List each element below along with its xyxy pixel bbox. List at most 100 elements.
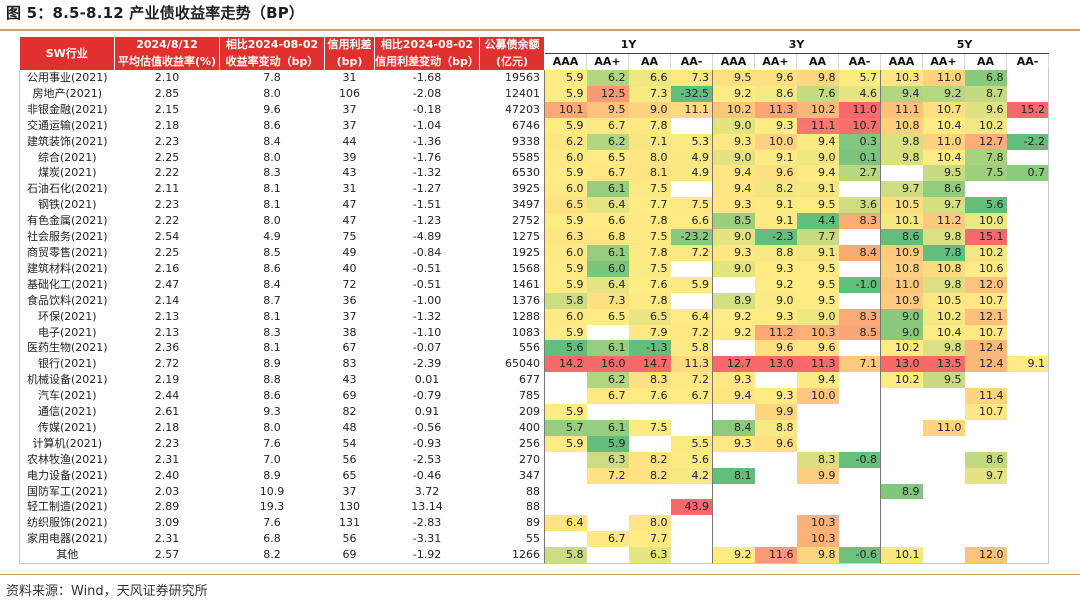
industry-name: 计算机(2021) — [19, 435, 115, 452]
rating-cell: 10.0 — [964, 213, 1007, 230]
table-row: 综合(2021) 2.25 8.0 39 -1.76 5585 6.0 6.5 8.0 4.9 9.… — [19, 149, 1049, 166]
rating-cell — [1006, 181, 1049, 198]
header-rating: AAA — [712, 53, 755, 70]
rating-cell: 6.5 — [586, 149, 629, 166]
rating-cell: 6.6 — [586, 213, 629, 230]
rating-cell: 6.3 — [586, 451, 629, 468]
avg-yield: 2.16 — [154, 261, 180, 275]
header-yield-change: 相比2024-08-02 — [219, 37, 325, 54]
spread-change: -0.07 — [412, 341, 442, 355]
rating-cell: 13.5 — [922, 356, 965, 373]
figure-title: 图 5：8.5-8.12 产业债收益率走势（BP） — [6, 4, 305, 22]
header-balance-sub: (亿元) — [479, 53, 545, 70]
rating-cell: 6.1 — [586, 181, 629, 198]
rating-cell: 8.6 — [964, 451, 1007, 468]
rating-cell: 10.3 — [796, 515, 839, 532]
rating-cell: 8.7 — [964, 85, 1007, 102]
yield-change: 10.9 — [259, 484, 285, 498]
header-rating: AAA — [544, 53, 587, 70]
rating-cell: 9.1 — [754, 197, 797, 214]
spread-change: -4.89 — [412, 230, 442, 244]
rating-cell: 15.1 — [964, 229, 1007, 245]
yield-change: 8.3 — [263, 166, 281, 180]
spread-change: -2.53 — [412, 452, 442, 466]
spread-change: -0.51 — [412, 261, 442, 275]
spread-change: -2.39 — [412, 357, 442, 371]
rating-cell: 7.8 — [628, 244, 671, 261]
rating-cell: 9.5 — [586, 101, 629, 118]
rating-cell: 6.0 — [544, 308, 587, 325]
rating-cell — [839, 515, 881, 531]
rating-cell: 9.0 — [712, 260, 755, 277]
header-rating: AA- — [1006, 53, 1049, 70]
rating-cell: 8.4 — [712, 419, 755, 436]
credit-spread: 43 — [342, 166, 357, 180]
rating-cell: 5.7 — [544, 419, 587, 436]
rating-cell — [1006, 292, 1049, 309]
industry-name: 有色金属(2021) — [19, 213, 115, 230]
rating-cell — [712, 483, 755, 500]
rating-cell — [544, 388, 587, 405]
rating-cell: 9.0 — [880, 308, 923, 325]
credit-spread: 37 — [342, 102, 357, 116]
industry-name: 机械设备(2021) — [19, 372, 115, 389]
spread-change: -3.31 — [412, 532, 442, 546]
spread-change: 3.72 — [414, 484, 440, 498]
header-spread: 信用利差 — [324, 37, 375, 54]
rating-cell: 5.9 — [544, 404, 587, 420]
yield-change: 8.6 — [263, 261, 281, 275]
rating-cell — [1006, 308, 1049, 325]
rating-cell — [923, 515, 965, 531]
credit-spread: 43 — [342, 373, 357, 387]
rating-cell: 9.6 — [754, 340, 797, 357]
rating-cell: 6.0 — [544, 149, 587, 166]
rating-cell — [671, 293, 713, 309]
rating-cell — [965, 372, 1007, 388]
rating-cell: 7.6 — [628, 276, 671, 293]
avg-yield: 2.40 — [154, 468, 180, 482]
rating-cell — [1006, 547, 1049, 565]
credit-spread: 83 — [342, 357, 357, 371]
rating-cell — [880, 419, 923, 436]
yield-change: 19.3 — [259, 500, 285, 514]
rating-cell — [712, 531, 755, 548]
rating-cell — [880, 467, 923, 484]
rating-cell: 11.4 — [964, 388, 1007, 405]
rating-cell: 7.3 — [628, 85, 671, 102]
rating-cell: 10.3 — [880, 70, 923, 86]
rating-cell: 9.9 — [796, 467, 839, 484]
rating-cell: 6.2 — [586, 133, 629, 150]
rating-cell — [880, 388, 923, 405]
rating-cell: 8.3 — [838, 308, 881, 325]
avg-yield: 2.23 — [154, 134, 180, 148]
yield-change: 8.2 — [219, 547, 325, 565]
yield-change: 9.6 — [263, 102, 281, 116]
spread-change: -1.36 — [412, 134, 442, 148]
rating-cell — [1006, 324, 1049, 341]
avg-yield: 2.14 — [154, 293, 180, 307]
rating-cell: 10.3 — [796, 531, 839, 548]
rating-cell: 10.2 — [964, 117, 1007, 134]
spread-change: 13.14 — [411, 500, 443, 514]
rating-cell: 9.4 — [712, 165, 755, 182]
rating-cell: 9.8 — [880, 133, 923, 150]
rating-cell: 6.4 — [544, 515, 587, 532]
rating-cell: 8.2 — [754, 181, 797, 198]
credit-spread: 130 — [339, 500, 360, 514]
rating-cell: 4.9 — [670, 165, 713, 182]
rating-cell: -23.2 — [670, 229, 713, 245]
header-group-5y: 5Y — [880, 37, 1049, 54]
rating-cell — [965, 499, 1007, 515]
rating-cell: 5.3 — [670, 133, 713, 150]
bond-balance: 209 — [519, 405, 540, 419]
table-row: 机械设备(2021) 2.19 8.8 43 0.01 677 6.2 8.3 7.2 9.3 9.… — [19, 372, 1049, 389]
rating-cell: 9.2 — [922, 85, 965, 102]
rating-cell: 12.1 — [964, 308, 1007, 325]
table-row: 房地产(2021) 2.85 8.0 106 -2.08 12401 5.9 12.5 7.3-… — [19, 85, 1049, 102]
credit-spread: 31 — [342, 182, 357, 196]
rating-cell — [797, 436, 839, 452]
rating-cell: 7.8 — [628, 292, 671, 309]
rating-cell — [1006, 85, 1049, 102]
industry-name: 电力设备(2021) — [19, 467, 115, 484]
rating-cell — [587, 515, 629, 531]
